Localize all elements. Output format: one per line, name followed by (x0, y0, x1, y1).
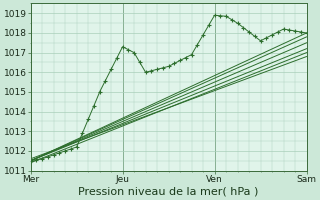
X-axis label: Pression niveau de la mer( hPa ): Pression niveau de la mer( hPa ) (78, 187, 259, 197)
